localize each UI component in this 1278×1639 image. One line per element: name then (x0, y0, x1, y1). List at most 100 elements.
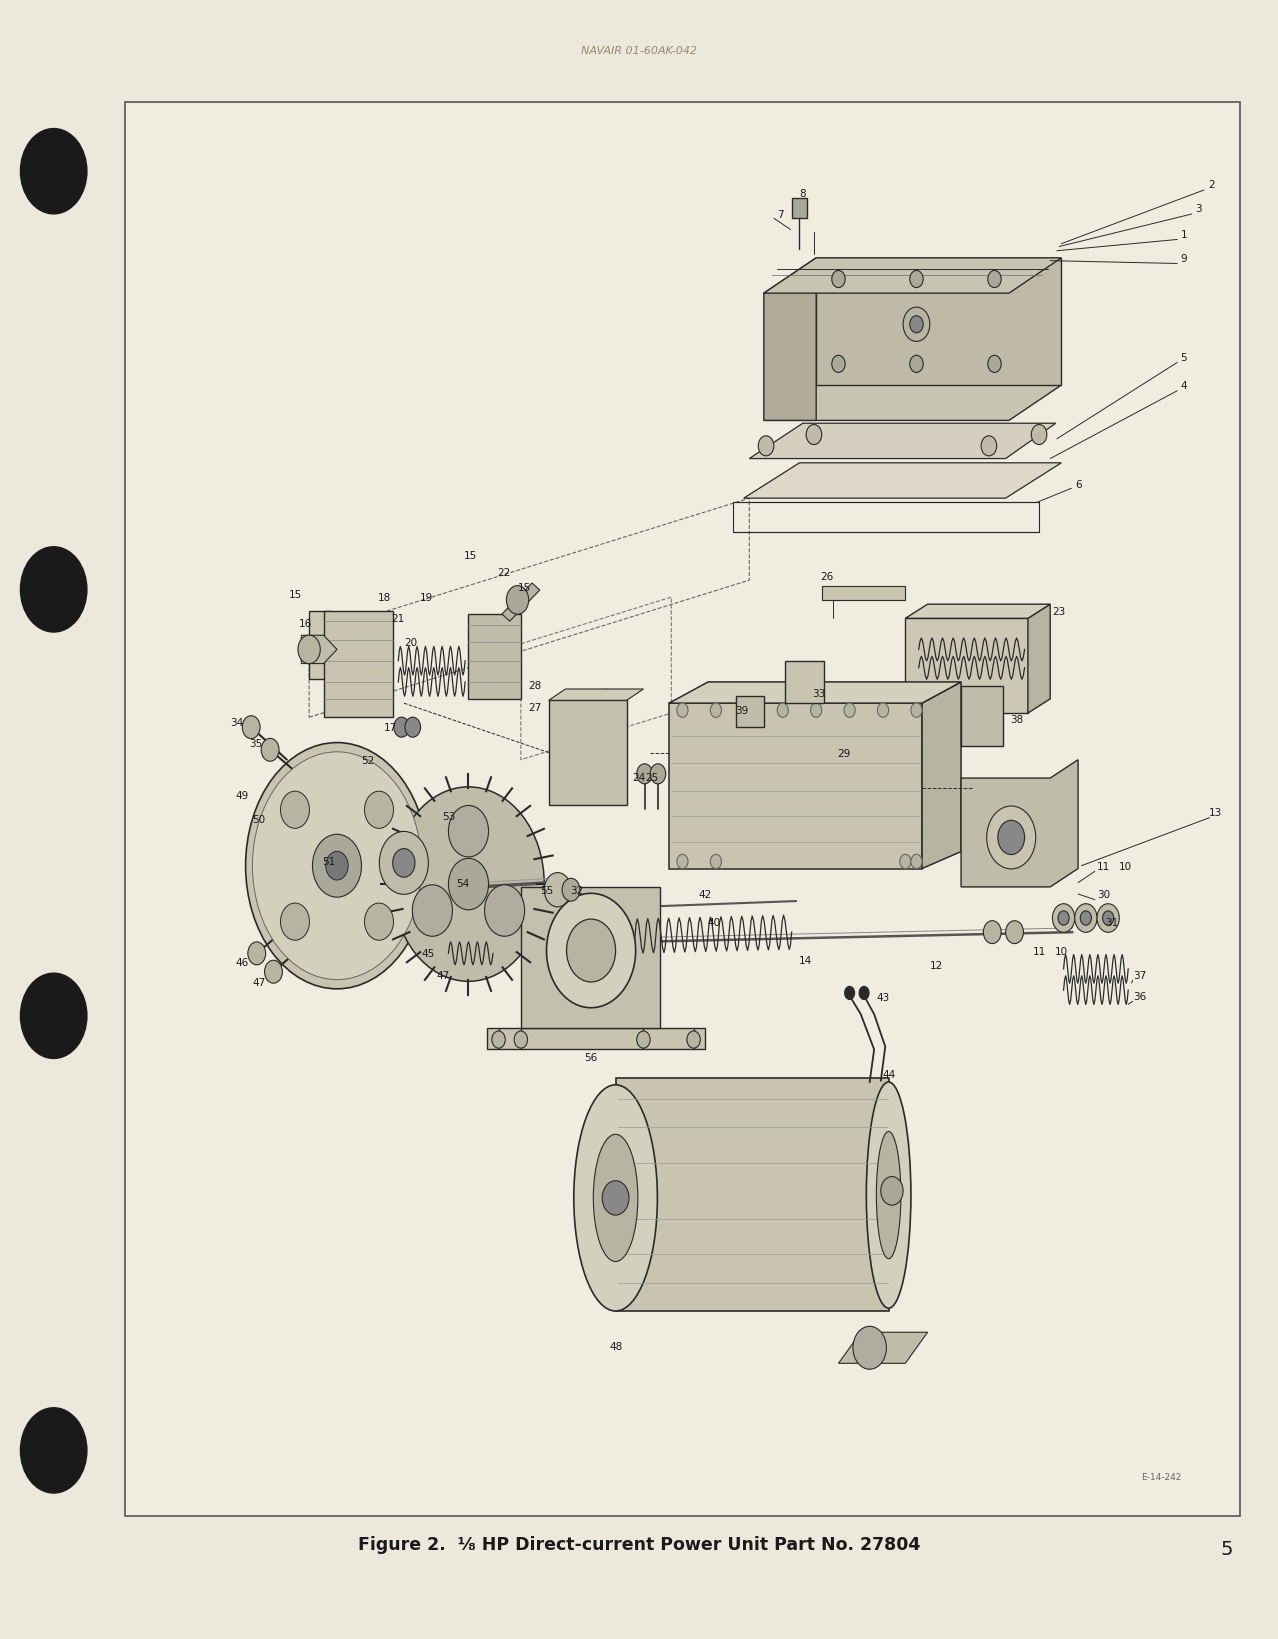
Text: 44: 44 (882, 1069, 896, 1078)
Circle shape (20, 974, 87, 1059)
Circle shape (1031, 425, 1047, 446)
Circle shape (636, 764, 652, 785)
Bar (309, 611, 331, 680)
Text: 27: 27 (529, 703, 542, 713)
Text: 46: 46 (235, 957, 249, 967)
Bar (961, 687, 1003, 746)
Polygon shape (616, 1078, 888, 1311)
Circle shape (449, 859, 488, 910)
Text: 13: 13 (1209, 808, 1222, 818)
Circle shape (758, 436, 774, 457)
Text: 36: 36 (1132, 992, 1146, 1001)
Circle shape (449, 806, 488, 857)
Circle shape (248, 942, 266, 965)
Text: 24: 24 (633, 772, 645, 782)
Circle shape (364, 792, 394, 829)
Text: 20: 20 (404, 638, 417, 647)
Circle shape (810, 703, 822, 718)
Text: 19: 19 (419, 593, 433, 603)
Circle shape (1097, 905, 1120, 933)
Circle shape (843, 987, 855, 1000)
Polygon shape (323, 611, 392, 718)
Circle shape (20, 129, 87, 215)
Text: 38: 38 (1010, 715, 1024, 724)
Circle shape (910, 316, 923, 334)
Text: 11: 11 (1033, 946, 1045, 956)
Circle shape (806, 425, 822, 446)
Circle shape (900, 856, 911, 869)
Text: 39: 39 (735, 706, 748, 716)
Text: 11: 11 (1097, 860, 1111, 872)
Text: 35: 35 (249, 738, 262, 749)
Circle shape (744, 703, 755, 718)
Circle shape (562, 879, 580, 901)
Text: 12: 12 (930, 960, 943, 970)
Text: 10: 10 (1118, 860, 1131, 872)
Ellipse shape (245, 742, 428, 990)
Text: 47: 47 (436, 970, 450, 980)
Text: 31: 31 (1105, 918, 1118, 928)
Polygon shape (905, 605, 1051, 620)
Circle shape (1006, 921, 1024, 944)
Polygon shape (670, 703, 921, 869)
Bar (736, 697, 764, 728)
Polygon shape (487, 1029, 704, 1051)
Circle shape (514, 1031, 528, 1049)
Circle shape (988, 356, 1001, 374)
Circle shape (326, 852, 348, 880)
Polygon shape (961, 760, 1079, 887)
Circle shape (881, 1177, 904, 1205)
Text: 9: 9 (1181, 254, 1187, 264)
Text: 37: 37 (1132, 970, 1146, 980)
Circle shape (364, 903, 394, 941)
Text: 14: 14 (799, 956, 812, 965)
Text: 2: 2 (1209, 180, 1215, 190)
Text: 5: 5 (1181, 352, 1187, 362)
Circle shape (544, 874, 571, 908)
Bar (791, 200, 808, 220)
Polygon shape (521, 887, 661, 1029)
Polygon shape (302, 636, 337, 664)
Polygon shape (548, 690, 643, 701)
Text: E-14-242: E-14-242 (1141, 1472, 1182, 1482)
Text: 4: 4 (1181, 380, 1187, 390)
Circle shape (392, 787, 544, 982)
Text: 56: 56 (584, 1052, 598, 1062)
Polygon shape (1028, 605, 1051, 713)
Text: 5: 5 (1220, 1539, 1233, 1559)
Text: 51: 51 (322, 857, 336, 867)
Circle shape (987, 806, 1035, 869)
Circle shape (998, 821, 1025, 856)
Text: 28: 28 (529, 680, 542, 690)
Circle shape (20, 547, 87, 633)
Text: 21: 21 (391, 615, 405, 624)
Circle shape (602, 1182, 629, 1216)
Polygon shape (822, 587, 905, 600)
Text: 40: 40 (707, 918, 721, 928)
Text: 1: 1 (1181, 229, 1187, 239)
Text: 55: 55 (539, 885, 553, 895)
Text: 8: 8 (800, 188, 806, 198)
Text: 18: 18 (378, 593, 391, 603)
Circle shape (651, 764, 666, 785)
Circle shape (904, 308, 930, 343)
Text: 15: 15 (289, 590, 303, 600)
Ellipse shape (574, 1085, 657, 1311)
Text: 15: 15 (518, 583, 530, 593)
Polygon shape (502, 583, 539, 621)
Circle shape (394, 718, 409, 738)
Text: 42: 42 (698, 890, 712, 900)
Circle shape (852, 1326, 887, 1370)
Circle shape (405, 718, 420, 738)
Circle shape (777, 703, 789, 718)
Text: 22: 22 (497, 567, 511, 577)
Polygon shape (764, 259, 817, 421)
Circle shape (1075, 905, 1097, 933)
Text: 34: 34 (230, 718, 243, 728)
Polygon shape (764, 385, 1061, 421)
Text: 47: 47 (252, 977, 266, 987)
Circle shape (983, 921, 1001, 944)
Circle shape (1080, 911, 1091, 926)
Circle shape (686, 1031, 700, 1049)
Text: NAVAIR 01-60AK-042: NAVAIR 01-60AK-042 (581, 46, 697, 56)
